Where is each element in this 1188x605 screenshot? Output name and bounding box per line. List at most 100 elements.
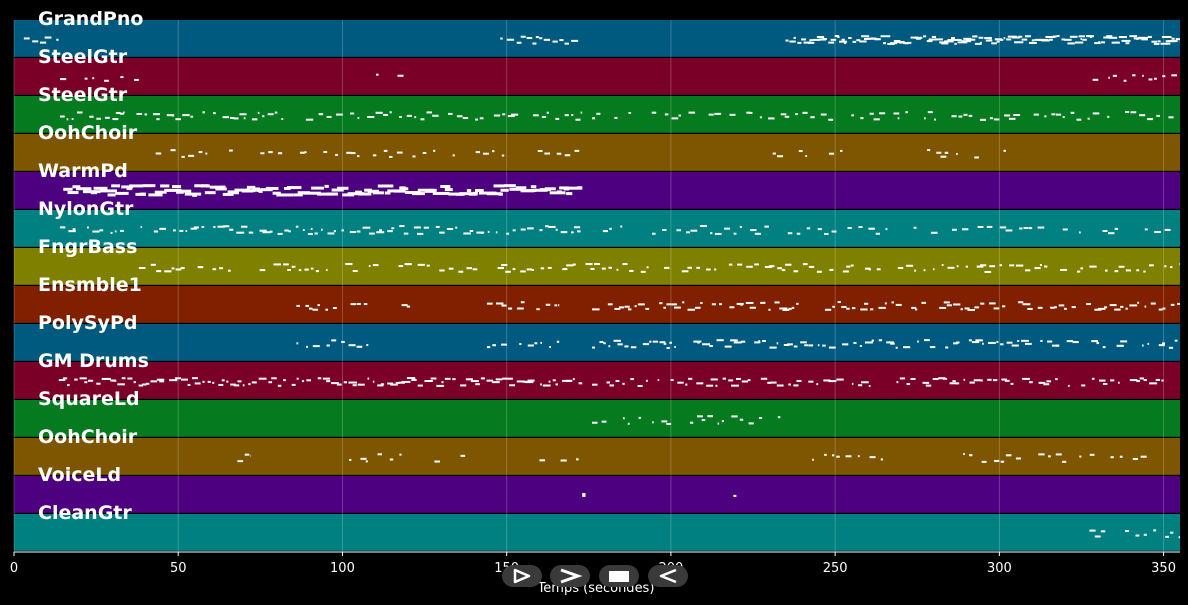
note [1022,377,1030,380]
note [801,38,807,41]
note [962,228,969,231]
note [807,41,815,44]
note [283,379,286,382]
note [1118,265,1125,268]
note [702,343,711,346]
note [269,230,273,233]
note [104,116,110,119]
note [1096,342,1100,345]
rewind-button[interactable] [648,565,688,587]
note [592,308,600,311]
note [417,232,424,235]
note [190,227,198,230]
note [476,231,485,234]
note [164,188,182,192]
note [1102,383,1108,386]
track-lane [14,438,1180,475]
note [32,40,39,43]
note [791,306,795,309]
note [1158,344,1165,347]
note [389,458,394,461]
playback-controls [502,565,688,587]
note [928,38,937,41]
note [560,231,568,234]
note [971,341,980,344]
note [207,380,211,383]
note [630,378,634,381]
note [92,77,95,80]
note [1118,381,1120,384]
note [322,377,331,380]
note [242,384,245,387]
play-button[interactable] [502,565,542,587]
note [848,36,852,39]
note [1158,308,1163,311]
note [831,454,835,457]
note [772,152,776,155]
note [175,377,181,380]
note [688,377,693,380]
note [222,192,234,196]
note [213,112,216,115]
note [502,113,506,116]
note [876,268,881,271]
track-lane [14,172,1180,209]
note [934,118,936,121]
note [315,270,320,273]
note [936,151,942,154]
note [795,113,798,116]
note [524,381,534,384]
note [961,40,972,43]
note [251,118,258,121]
note [295,225,299,228]
forward-button[interactable] [550,565,590,587]
note [1099,379,1106,382]
track-notes [1089,529,1180,539]
note [406,114,412,117]
note [466,267,473,270]
note [966,38,976,41]
stop-button[interactable] [599,565,639,587]
note [802,263,808,266]
note [1021,339,1029,342]
note [350,112,355,115]
note [185,229,188,232]
note [1108,232,1115,235]
note [1107,115,1110,118]
note [774,301,780,304]
note [311,186,324,190]
note [1136,380,1140,383]
note [1136,269,1140,272]
note [336,383,342,386]
note [580,111,583,114]
track-lane [14,324,1180,361]
note [347,192,365,196]
note [1125,269,1131,272]
note [1087,117,1090,120]
note [1019,227,1023,230]
note [399,116,402,119]
note [1110,379,1115,382]
note [276,193,294,197]
play-icon [513,568,531,584]
note [649,340,652,343]
note [1050,306,1055,309]
note [293,193,303,197]
note [239,113,247,116]
note [357,383,365,386]
note [1108,76,1110,79]
note [1177,302,1180,305]
note [571,39,579,42]
note [430,377,437,380]
note [152,113,160,116]
note [444,188,453,192]
note [1129,304,1138,307]
note [729,113,736,116]
note [549,345,552,348]
note [274,111,278,114]
note [622,263,628,266]
note [728,379,734,382]
note [670,379,674,382]
note [594,263,600,266]
note [1017,340,1020,343]
